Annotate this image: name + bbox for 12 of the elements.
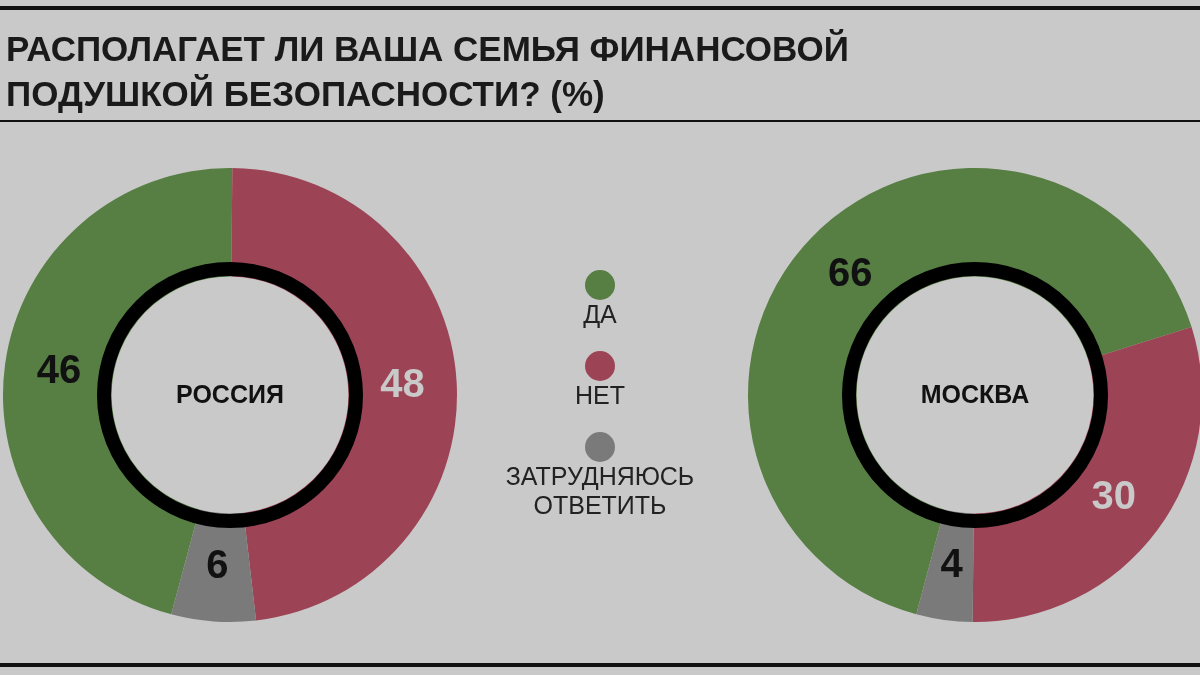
data-label: 6 [206, 542, 229, 587]
data-label: 48 [380, 360, 425, 405]
data-label: 4 [940, 541, 964, 586]
legend-label: ДА [582, 300, 618, 329]
legend-label: ЗАТРУДНЯЮСЬ ОТВЕТИТЬ [504, 462, 696, 520]
text: МОСКВА [919, 380, 1031, 409]
text: РАСПОЛАГАЕТ ЛИ ВАША СЕМЬЯ ФИНАНСОВОЙ ПОДУШКОЙ БЕЗОПАСНОСТИ? (%) [6, 28, 850, 115]
data-label: 30 [1091, 473, 1136, 518]
data-label: 46 [36, 346, 82, 391]
legend-label: НЕТ [574, 381, 626, 410]
text: РОССИЯ [175, 380, 285, 409]
data-label: 66 [828, 250, 873, 295]
